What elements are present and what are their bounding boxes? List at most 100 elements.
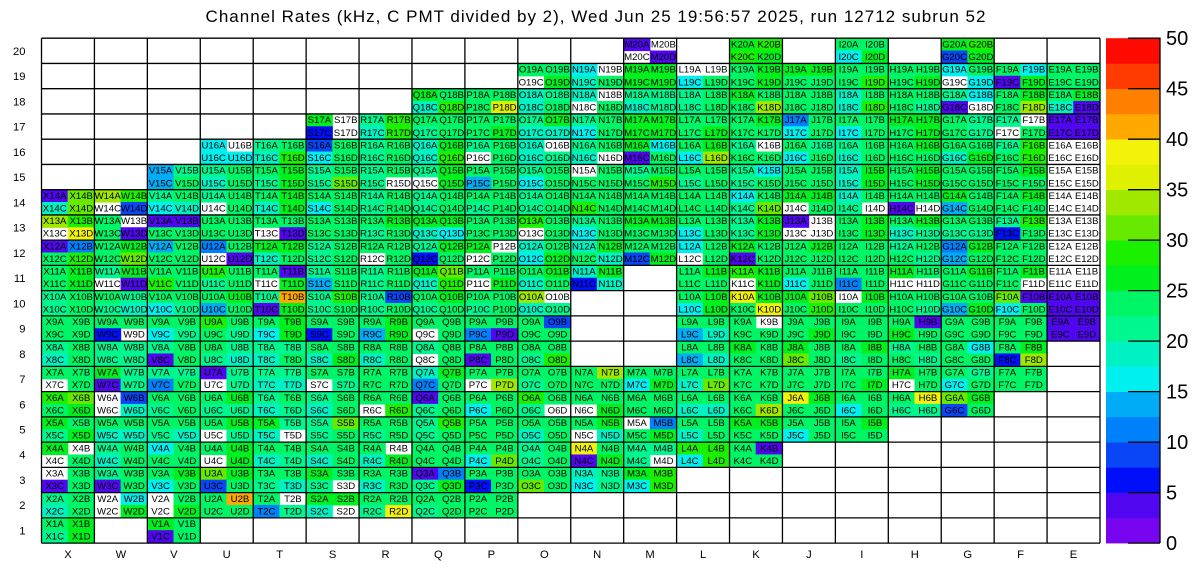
svg-text:P6B: P6B [496, 393, 514, 404]
svg-text:S14D: S14D [334, 204, 358, 215]
svg-text:K5C: K5C [733, 431, 752, 442]
svg-text:K19C: K19C [731, 77, 755, 88]
svg-text:E18D: E18D [1075, 103, 1099, 114]
svg-text:S16D: S16D [334, 153, 358, 164]
svg-text:T6B: T6B [284, 393, 302, 404]
svg-text:X14C: X14C [43, 204, 67, 215]
svg-text:J10C: J10C [784, 305, 806, 316]
svg-text:O8A: O8A [521, 342, 541, 353]
svg-text:M20D: M20D [651, 52, 677, 63]
svg-text:Q11C: Q11C [413, 279, 437, 290]
svg-text:R3B: R3B [389, 469, 408, 480]
svg-text:U9B: U9B [231, 317, 250, 328]
svg-text:L15A: L15A [679, 166, 702, 177]
svg-text:P9C: P9C [469, 330, 488, 341]
svg-text:X10D: X10D [69, 305, 93, 316]
svg-text:Q13C: Q13C [413, 229, 438, 240]
svg-text:H18A: H18A [890, 90, 915, 101]
svg-text:Q3B: Q3B [442, 469, 461, 480]
svg-text:J19C: J19C [784, 77, 806, 88]
svg-text:O14B: O14B [545, 191, 570, 202]
svg-text:S6C: S6C [310, 406, 329, 417]
svg-text:N16C: N16C [572, 153, 597, 164]
svg-text:U10D: U10D [228, 305, 253, 316]
svg-text:X2D: X2D [72, 506, 91, 517]
svg-text:T7A: T7A [258, 368, 276, 379]
svg-text:N11A: N11A [572, 267, 596, 278]
svg-text:Q14A: Q14A [413, 191, 438, 202]
svg-text:X13D: X13D [69, 229, 93, 240]
svg-text:I11C: I11C [839, 279, 859, 290]
svg-text:G8C: G8C [945, 355, 965, 366]
svg-text:U6D: U6D [230, 406, 249, 417]
svg-text:R5C: R5C [363, 431, 382, 442]
svg-text:L18C: L18C [678, 103, 701, 114]
svg-text:K19A: K19A [731, 65, 755, 76]
svg-text:N16D: N16D [598, 153, 623, 164]
svg-text:L9D: L9D [707, 330, 725, 341]
svg-text:J7B: J7B [814, 368, 831, 379]
svg-text:L5C: L5C [681, 431, 699, 442]
svg-text:O15D: O15D [545, 178, 570, 189]
svg-text:I15A: I15A [839, 166, 859, 177]
svg-text:K4C: K4C [733, 456, 752, 467]
svg-text:X9B: X9B [72, 317, 90, 328]
svg-text:N7C: N7C [574, 380, 593, 391]
svg-text:S5D: S5D [336, 431, 355, 442]
svg-text:G18B: G18B [969, 90, 994, 101]
svg-text:Q14C: Q14C [413, 204, 438, 215]
svg-text:N12A: N12A [572, 241, 597, 252]
svg-text:V6D: V6D [178, 406, 197, 417]
svg-text:O7A: O7A [521, 368, 541, 379]
svg-text:V12D: V12D [175, 254, 199, 265]
svg-text:O7D: O7D [548, 380, 568, 391]
svg-text:W14D: W14D [121, 204, 148, 215]
svg-text:V1B: V1B [178, 519, 196, 530]
svg-text:Q2D: Q2D [442, 506, 462, 517]
svg-text:M4D: M4D [653, 456, 673, 467]
svg-text:E17C: E17C [1048, 128, 1072, 139]
svg-text:K20A: K20A [731, 39, 755, 50]
svg-text:V15B: V15B [175, 166, 198, 177]
svg-text:R10D: R10D [386, 305, 411, 316]
svg-text:O16A: O16A [519, 140, 544, 151]
svg-text:I8A: I8A [841, 342, 856, 353]
svg-text:O15A: O15A [519, 166, 544, 177]
svg-text:S14B: S14B [334, 191, 357, 202]
svg-text:W8D: W8D [123, 355, 144, 366]
svg-text:F19C: F19C [996, 77, 1020, 88]
svg-text:O6B: O6B [548, 393, 567, 404]
svg-text:L16A: L16A [679, 140, 702, 151]
svg-text:P8A: P8A [469, 342, 488, 353]
svg-text:S17B: S17B [334, 115, 357, 126]
svg-text:S7D: S7D [336, 380, 355, 391]
svg-text:R5B: R5B [389, 418, 408, 429]
svg-text:E10D: E10D [1075, 305, 1099, 316]
svg-text:L12B: L12B [705, 241, 727, 252]
svg-text:I9C: I9C [841, 330, 856, 341]
svg-text:Q10B: Q10B [439, 292, 464, 303]
svg-text:14: 14 [13, 197, 25, 209]
svg-text:S13A: S13A [308, 216, 332, 227]
svg-text:X2B: X2B [72, 494, 90, 505]
svg-text:X4D: X4D [72, 456, 91, 467]
svg-text:M18A: M18A [624, 90, 650, 101]
svg-text:I6B: I6B [868, 393, 882, 404]
svg-text:0: 0 [1166, 533, 1177, 555]
svg-text:F18D: F18D [1022, 103, 1046, 114]
svg-text:L5B: L5B [708, 418, 725, 429]
svg-text:S3D: S3D [336, 481, 355, 492]
svg-text:T4C: T4C [257, 456, 275, 467]
svg-text:N5B: N5B [601, 418, 620, 429]
svg-text:G18D: G18D [968, 103, 993, 114]
svg-text:9: 9 [19, 324, 25, 336]
svg-text:R6C: R6C [363, 406, 382, 417]
svg-text:O5D: O5D [548, 431, 568, 442]
svg-text:U11C: U11C [202, 279, 226, 290]
svg-text:H18D: H18D [916, 103, 941, 114]
svg-text:U6B: U6B [231, 393, 250, 404]
svg-text:Q6C: Q6C [415, 406, 435, 417]
svg-text:E12B: E12B [1075, 241, 1098, 252]
svg-text:L6A: L6A [681, 393, 699, 404]
svg-text:T3C: T3C [257, 481, 275, 492]
